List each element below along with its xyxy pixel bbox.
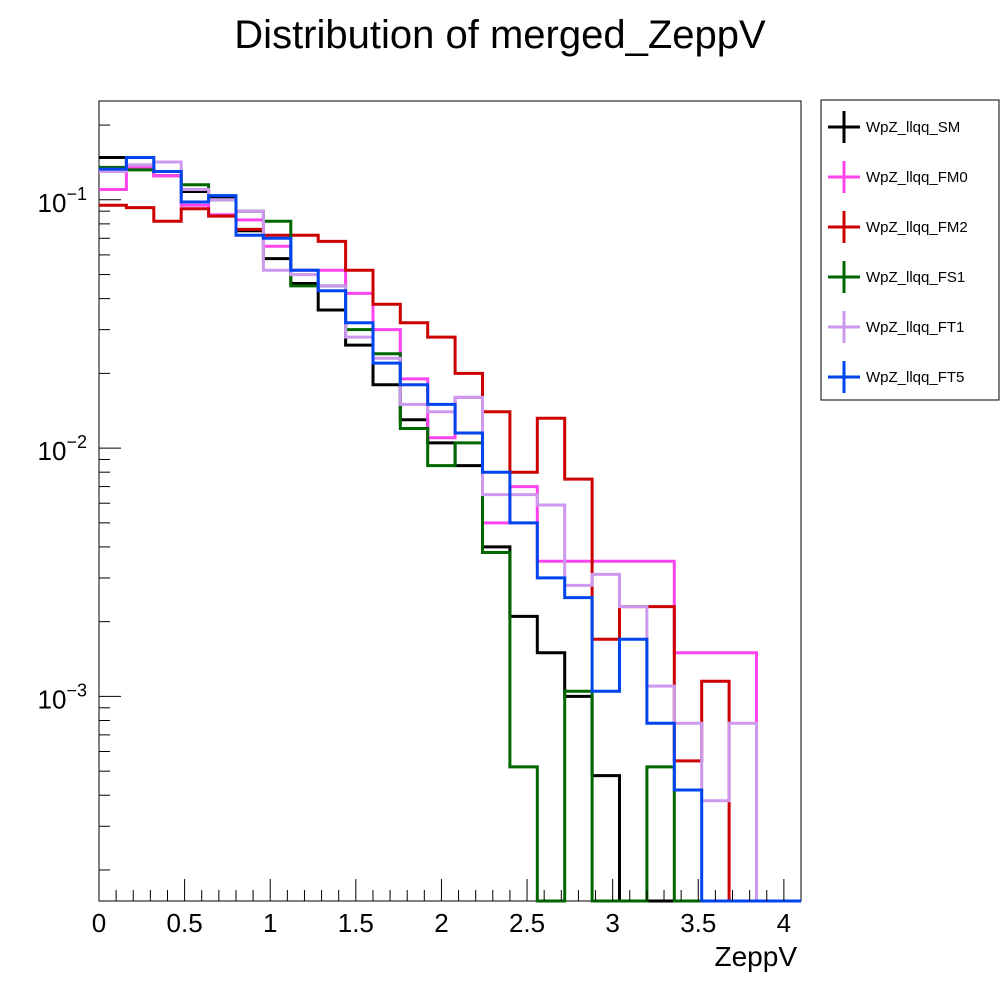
legend-item: WpZ_llqq_FM2 (828, 211, 968, 243)
legend-item: WpZ_llqq_FS1 (828, 261, 965, 293)
legend-item: WpZ_llqq_SM (828, 111, 960, 143)
legend-label: WpZ_llqq_FT1 (866, 319, 964, 336)
legend: WpZ_llqq_SM WpZ_llqq_FM0 WpZ_llqq_FM2 WpZ_l… (820, 99, 1000, 401)
legend-item: WpZ_llqq_FT1 (828, 311, 964, 343)
x-tick-label: 3.5 (680, 908, 716, 938)
series-line-wpz-llqq-fm2 (99, 203, 801, 903)
chart-title: Distribution of merged_ZeppV (234, 13, 766, 57)
legend-label: WpZ_llqq_FM0 (866, 169, 968, 186)
y-tick-label: 10−3 (38, 680, 87, 714)
x-tick-label: 4 (777, 908, 791, 938)
legend-item: WpZ_llqq_FT5 (828, 361, 964, 393)
y-axis: 10−3 10−2 10−1 (38, 124, 121, 871)
legend-label: WpZ_llqq_FM2 (866, 219, 968, 236)
y-tick-label: 10−2 (38, 432, 87, 466)
legend-label: WpZ_llqq_FS1 (866, 269, 965, 286)
x-axis-title: ZeppV (715, 941, 798, 972)
series-layer (99, 156, 801, 903)
x-axis: 0 0.5 1 1.5 2 2.5 3 3.5 4 (92, 879, 791, 938)
y-tick-label: 10−1 (38, 184, 87, 218)
x-tick-label: 1.5 (338, 908, 374, 938)
series-line-wpz-llqq-ft5 (99, 156, 801, 903)
legend-item: WpZ_llqq_FM0 (828, 161, 968, 193)
legend-label: WpZ_llqq_SM (866, 119, 960, 136)
x-tick-label: 2.5 (509, 908, 545, 938)
plot-frame (98, 100, 802, 902)
legend-label: WpZ_llqq_FT5 (866, 369, 964, 386)
x-tick-label: 1 (263, 908, 277, 938)
legend-box (820, 99, 1000, 401)
series-line-wpz-llqq-fm0 (99, 165, 801, 903)
x-tick-label: 0 (92, 908, 106, 938)
x-tick-label: 3 (605, 908, 619, 938)
x-tick-label: 0.5 (167, 908, 203, 938)
x-tick-label: 2 (434, 908, 448, 938)
series-line-wpz-llqq-ft1 (99, 160, 801, 903)
